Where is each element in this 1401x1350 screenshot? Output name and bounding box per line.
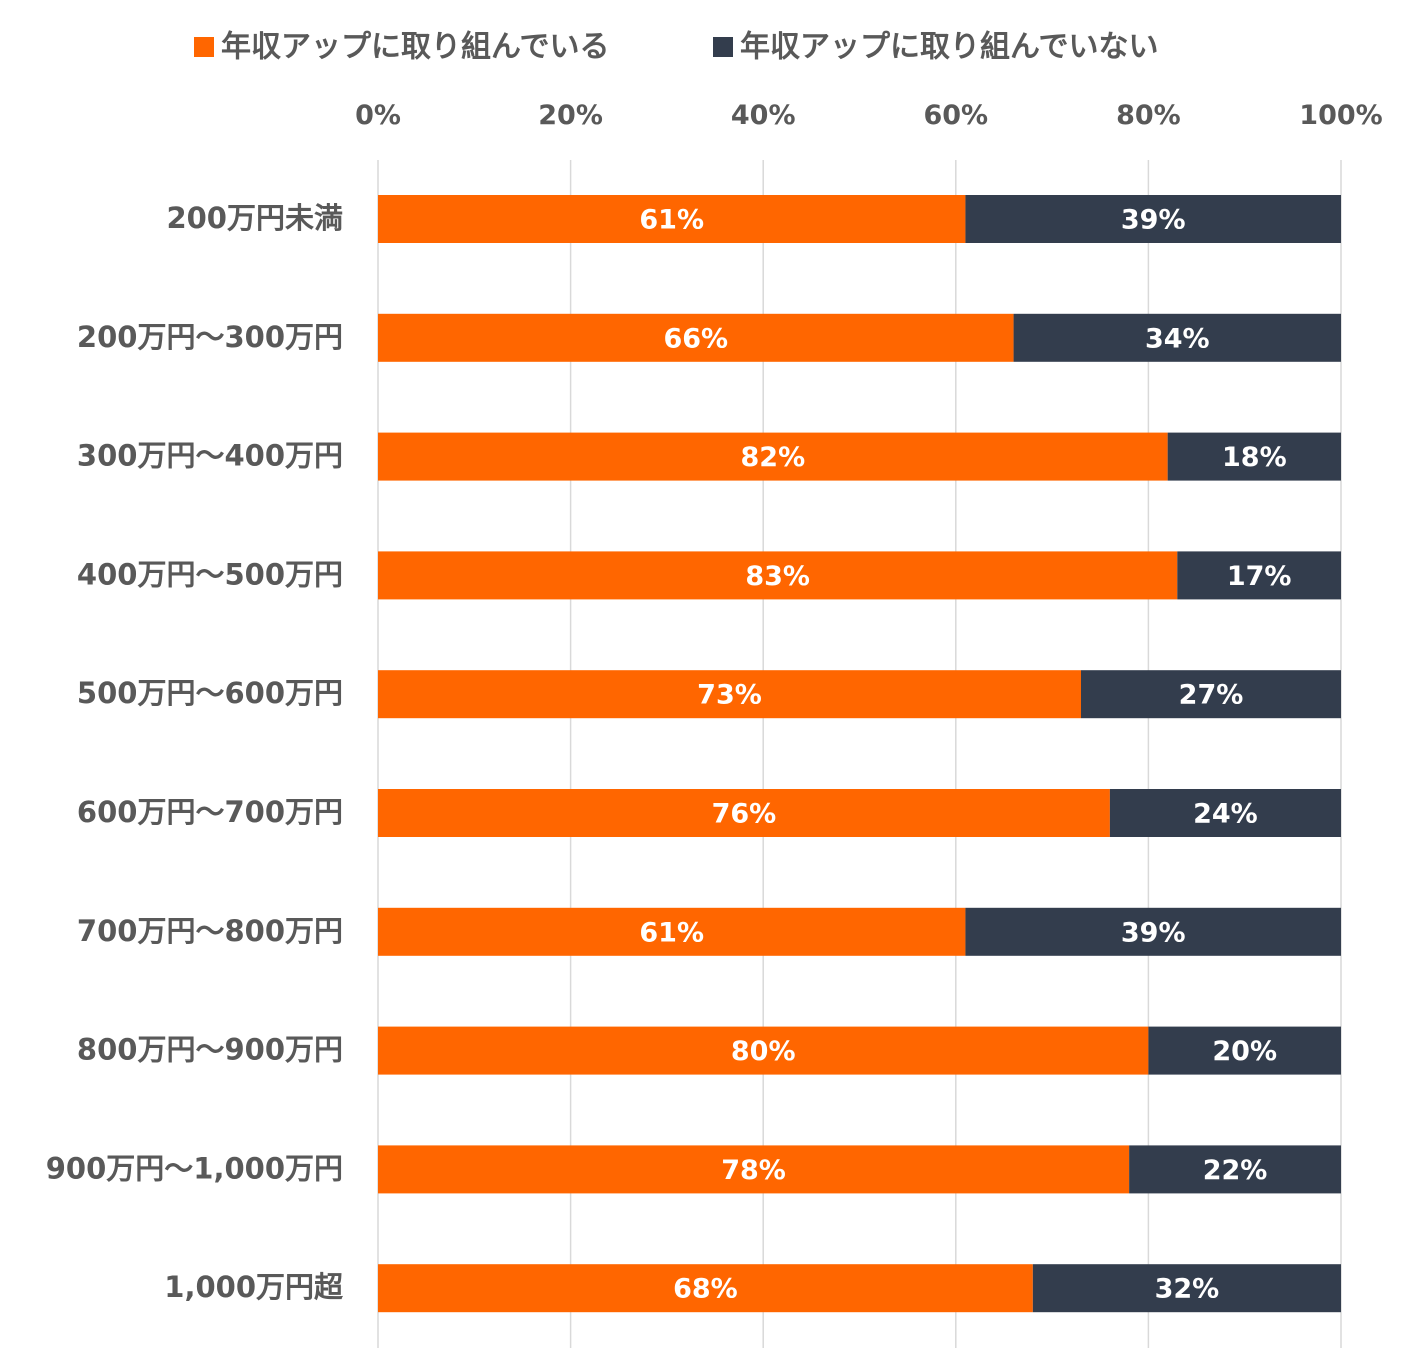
legend-swatch-1 xyxy=(194,37,214,57)
bar-segment-working xyxy=(378,432,1168,481)
data-label: 68% xyxy=(673,1274,738,1305)
bar-segment-not-working xyxy=(1148,1026,1341,1075)
bar-segment-working xyxy=(378,1264,1033,1313)
category-label: 700万円～800万円 xyxy=(77,914,343,948)
data-label: 24% xyxy=(1193,799,1258,830)
bar-segment-not-working xyxy=(1177,551,1341,600)
data-label: 20% xyxy=(1212,1036,1277,1067)
category-label: 500万円～600万円 xyxy=(77,676,343,710)
bar-segment-working xyxy=(378,907,966,956)
legend-label-2: 年収アップに取り組んでいない xyxy=(740,30,1159,65)
data-label: 82% xyxy=(741,442,806,473)
bar-segment-working xyxy=(378,670,1081,719)
bar-segment-not-working xyxy=(965,195,1341,243)
bar-segment-working xyxy=(378,313,1014,362)
category-label: 300万円～400万円 xyxy=(77,439,343,473)
bar-segment-working xyxy=(378,1145,1130,1194)
data-label: 73% xyxy=(697,680,762,711)
category-labels: 200万円未満 200万円～300万円 300万円～400万円 400万円～500万円… xyxy=(46,201,344,1304)
bar-segment-working xyxy=(378,195,966,243)
chart-legend: 年収アップに取り組んでいる 年収アップに取り組んでいない xyxy=(194,30,1159,65)
data-label: 61% xyxy=(639,917,704,948)
bar-segment-working xyxy=(378,551,1178,600)
bar-segment-not-working xyxy=(1013,313,1341,362)
data-label: 32% xyxy=(1155,1274,1220,1305)
data-label: 66% xyxy=(663,323,728,354)
data-label: 39% xyxy=(1121,917,1186,948)
bar-segment-not-working xyxy=(1109,789,1341,837)
bar-segment-not-working xyxy=(965,907,1341,956)
legend-label-1: 年収アップに取り組んでいる xyxy=(221,30,610,65)
bar-segment-not-working xyxy=(1129,1145,1341,1194)
bar-segment-working xyxy=(378,1026,1149,1075)
x-tick-label: 40% xyxy=(731,100,796,131)
x-tick-label: 20% xyxy=(538,100,603,131)
legend-swatch-2 xyxy=(713,37,733,57)
bar-segment-not-working xyxy=(1032,1264,1341,1313)
data-label: 80% xyxy=(731,1036,796,1067)
bar-segment-not-working xyxy=(1167,432,1341,481)
data-label: 22% xyxy=(1203,1155,1268,1186)
category-label: 600万円～700万円 xyxy=(77,795,343,829)
x-axis-ticks: 0% 20% 40% 60% 80% 100% xyxy=(355,100,1383,131)
category-label: 1,000万円超 xyxy=(164,1270,344,1304)
data-label: 76% xyxy=(712,799,777,830)
category-label: 900万円～1,000万円 xyxy=(46,1151,343,1185)
data-label: 18% xyxy=(1222,442,1287,473)
data-labels: 61% 39% 66% 34% 82% 18% 83% 17% 73% 27% 76% 24% 61% 3… xyxy=(639,205,1291,1305)
x-tick-label: 100% xyxy=(1299,100,1382,131)
category-label: 400万円～500万円 xyxy=(77,557,343,591)
data-label: 83% xyxy=(745,561,810,592)
data-label: 61% xyxy=(639,205,704,236)
x-tick-label: 80% xyxy=(1116,100,1181,131)
data-label: 27% xyxy=(1179,680,1244,711)
data-label: 34% xyxy=(1145,323,1210,354)
bar-segments xyxy=(378,195,1341,1313)
bar-segment-working xyxy=(378,789,1110,837)
bar-segment-not-working xyxy=(1080,670,1341,719)
category-label: 200万円～300万円 xyxy=(77,320,343,354)
category-label: 800万円～900万円 xyxy=(77,1033,343,1067)
x-tick-label: 0% xyxy=(355,100,401,131)
data-label: 39% xyxy=(1121,205,1186,236)
category-label: 200万円未満 xyxy=(166,201,343,235)
data-label: 78% xyxy=(721,1155,786,1186)
data-label: 17% xyxy=(1227,561,1292,592)
x-tick-label: 60% xyxy=(923,100,988,131)
